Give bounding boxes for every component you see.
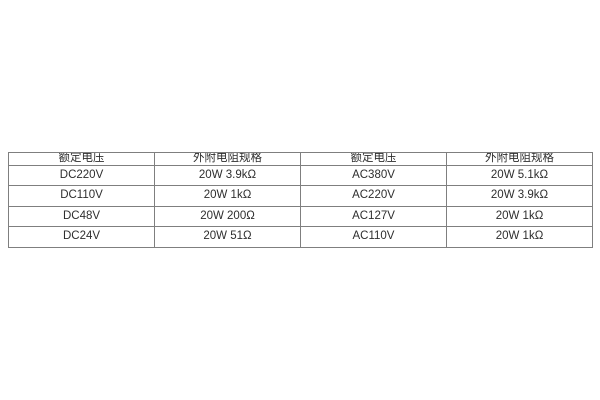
table-row: DC110V 20W 1kΩ AC220V 20W 3.9kΩ <box>8 185 593 207</box>
table-row: DC220V 20W 3.9kΩ AC380V 20W 5.1kΩ <box>8 164 593 187</box>
cell-ac-resistor: 20W 3.9kΩ <box>446 185 593 207</box>
voltage-resistor-spec-table: 额定电压 外附电阻规格 额定电压 外附电阻规格 DC220V 20W 3.9kΩ… <box>8 152 593 248</box>
cell-dc-resistor: 20W 1kΩ <box>154 185 301 207</box>
cell-dc-voltage: DC110V <box>8 185 155 207</box>
cell-dc-voltage: DC24V <box>8 226 155 248</box>
cell-ac-voltage: AC220V <box>300 185 447 207</box>
cell-ac-voltage: AC380V <box>300 164 447 187</box>
header-resistor-spec-dc: 外附电阻规格 <box>154 152 301 166</box>
cell-dc-resistor: 20W 51Ω <box>154 226 301 248</box>
table-header-row: 额定电压 外附电阻规格 额定电压 外附电阻规格 <box>8 152 593 166</box>
cell-ac-resistor: 20W 1kΩ <box>446 205 593 228</box>
cell-dc-voltage: DC220V <box>8 164 155 187</box>
cell-ac-resistor: 20W 5.1kΩ <box>446 164 593 187</box>
cell-dc-resistor: 20W 3.9kΩ <box>154 164 301 187</box>
header-resistor-spec-ac: 外附电阻规格 <box>446 152 593 166</box>
header-rated-voltage-ac: 额定电压 <box>300 152 447 166</box>
cell-dc-resistor: 20W 200Ω <box>154 205 301 228</box>
header-rated-voltage-dc: 额定电压 <box>8 152 155 166</box>
cell-ac-resistor: 20W 1kΩ <box>446 226 593 248</box>
cell-ac-voltage: AC110V <box>300 226 447 248</box>
cell-dc-voltage: DC48V <box>8 205 155 228</box>
cell-ac-voltage: AC127V <box>300 205 447 228</box>
table-row: DC24V 20W 51Ω AC110V 20W 1kΩ <box>8 226 593 248</box>
table-row: DC48V 20W 200Ω AC127V 20W 1kΩ <box>8 205 593 228</box>
